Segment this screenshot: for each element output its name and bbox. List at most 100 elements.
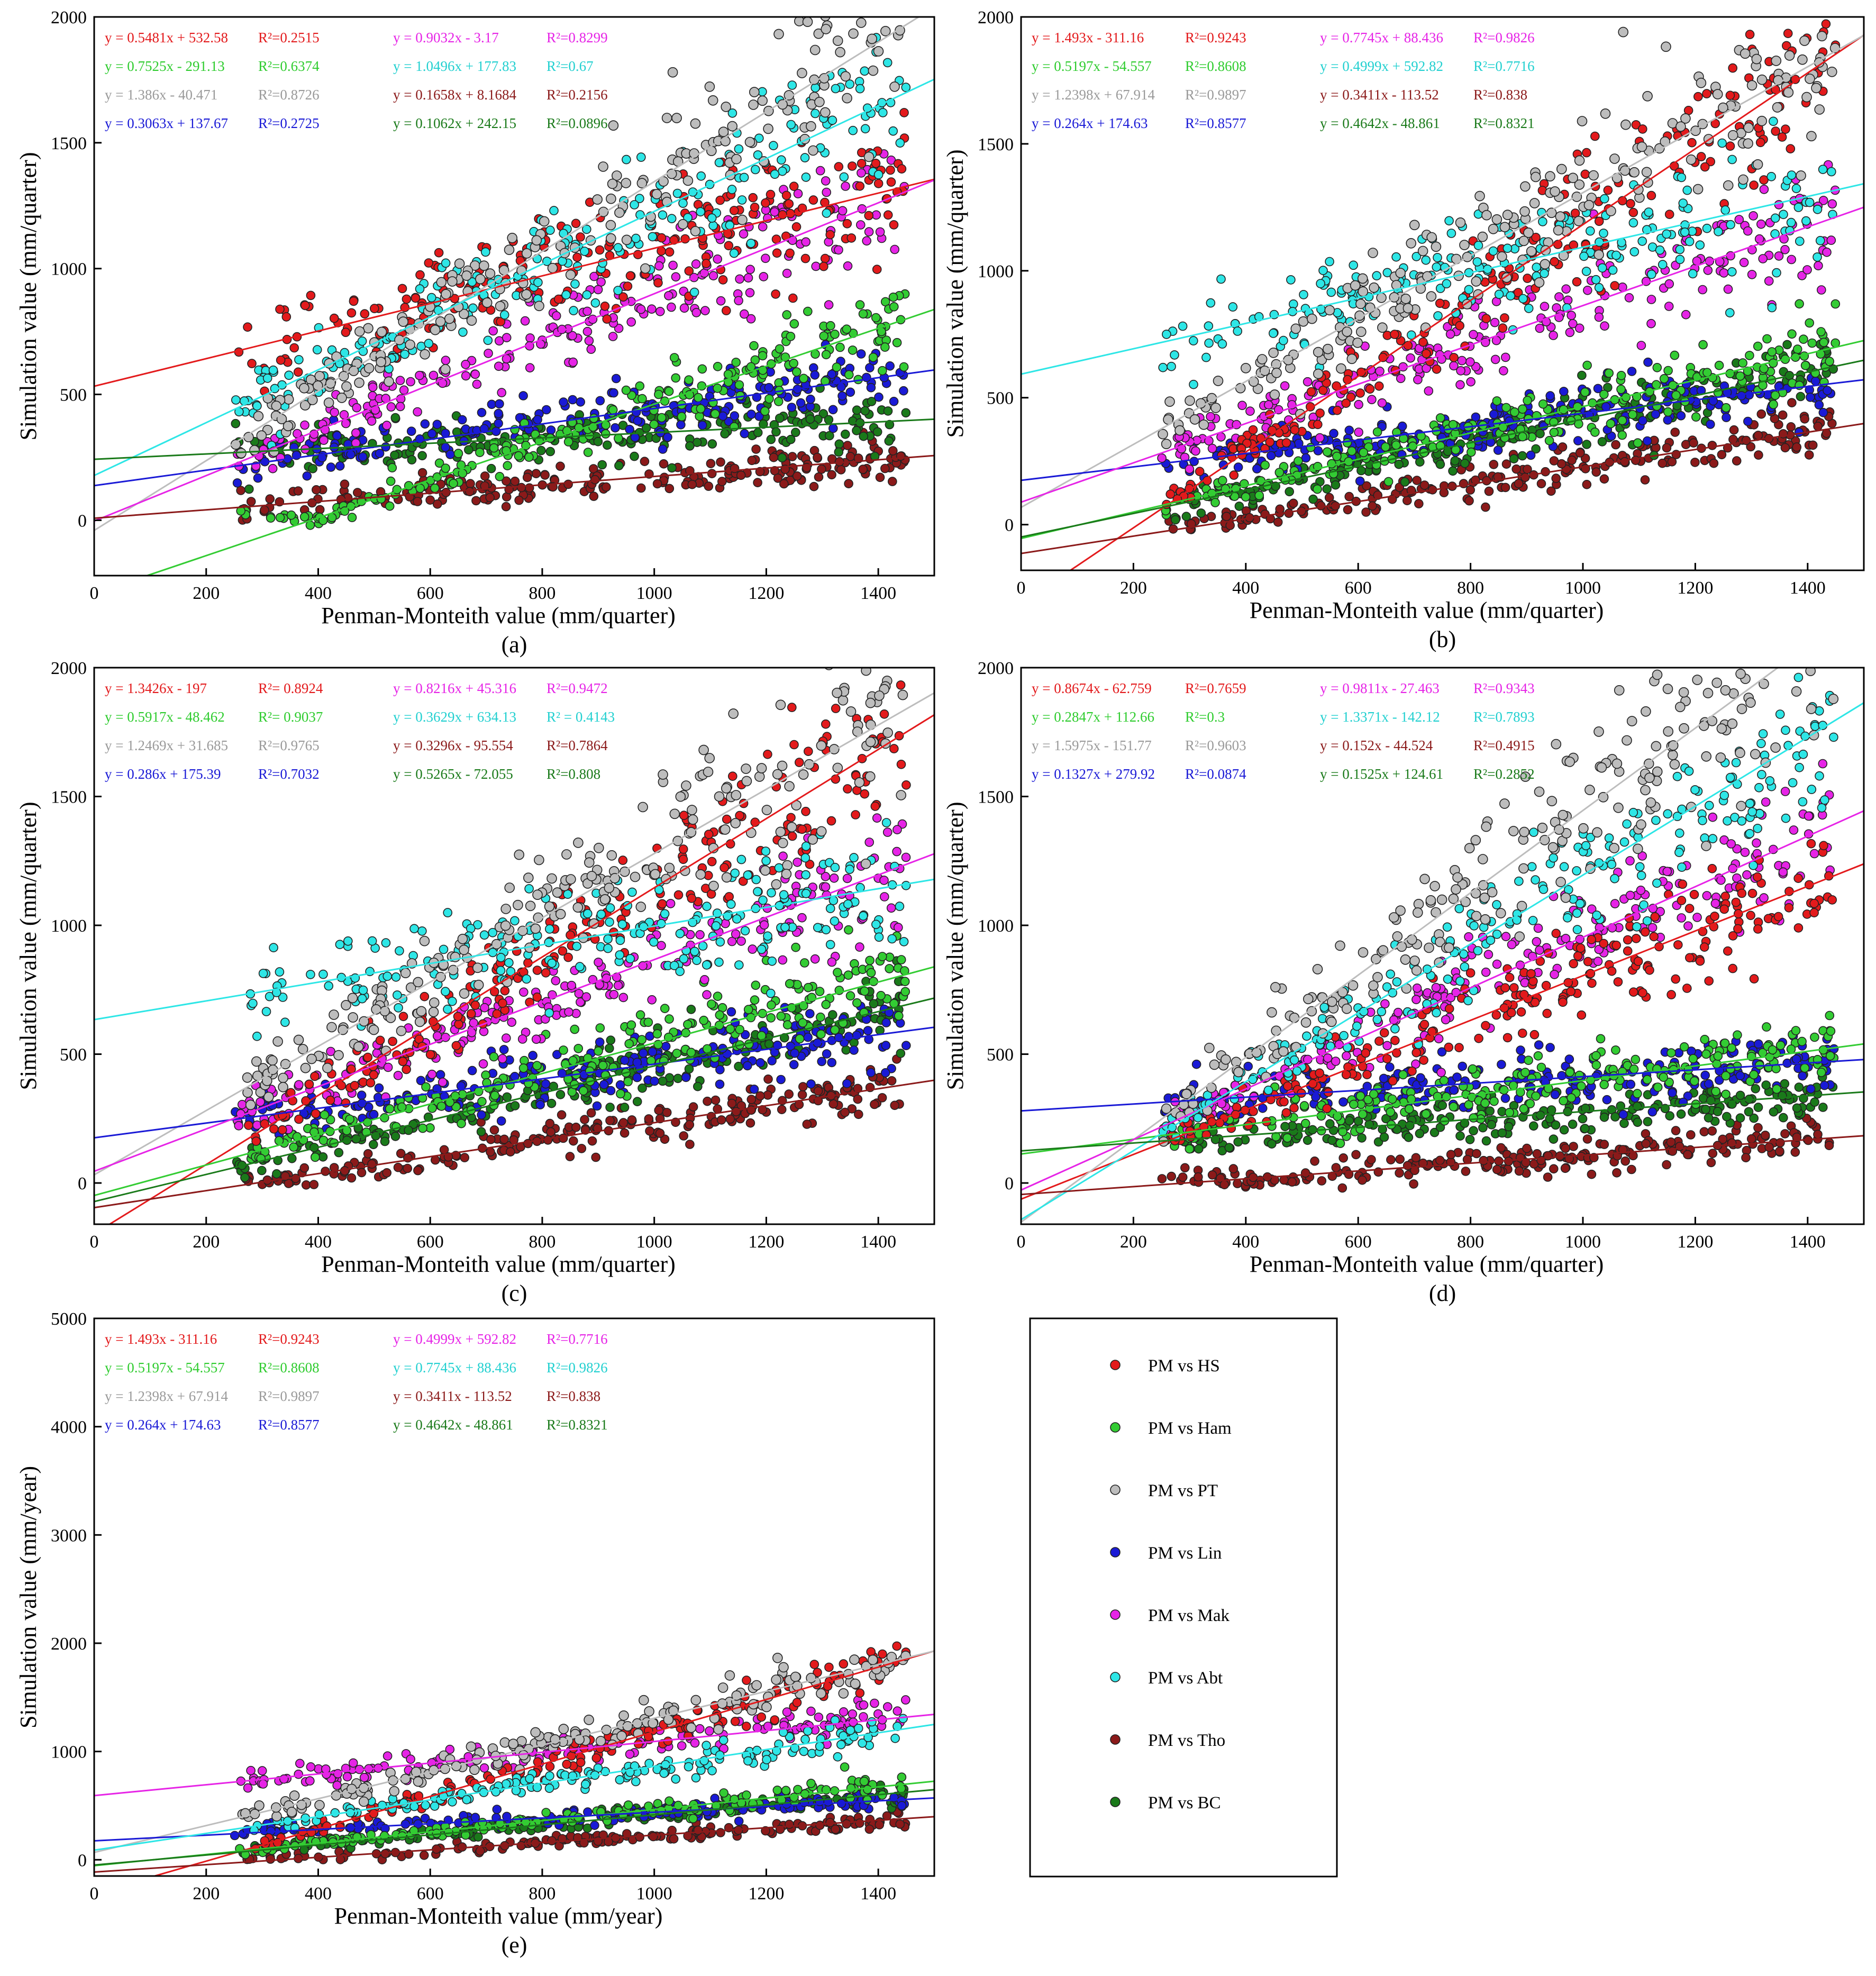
data-point-abt [1795, 236, 1805, 246]
data-point-mak [1457, 356, 1467, 366]
data-point-ham [385, 1104, 395, 1114]
data-point-tho [1558, 442, 1568, 452]
data-point-abt [1167, 361, 1176, 371]
data-point-tho [1728, 434, 1738, 444]
data-point-abt [753, 150, 763, 160]
data-point-pt [1198, 419, 1209, 430]
data-point-pt [1395, 268, 1406, 278]
data-point-bc [547, 1098, 557, 1108]
data-point-tho [707, 469, 717, 479]
data-point-abt [630, 200, 639, 210]
data-point-tho [396, 1149, 406, 1159]
data-point-pt [485, 268, 496, 279]
data-point-tho [1689, 438, 1698, 448]
equation-tho: y = 0.1658x + 8.1684 [393, 87, 516, 103]
data-point-abt [1586, 226, 1595, 236]
data-point-hs [1693, 92, 1703, 102]
data-point-lin [1706, 420, 1715, 429]
data-point-tho [716, 1115, 726, 1125]
data-point-ham [686, 1048, 696, 1058]
data-point-mak [551, 976, 561, 986]
chart-panel-2: 0 200 400 600 800 1000 1200 1400050010001500200… [15, 659, 935, 1306]
equation-abt: y = 1.0496x + 177.83 [393, 58, 516, 74]
data-point-lin [1471, 412, 1481, 422]
data-point-pt [1185, 395, 1195, 406]
data-point-abt [860, 124, 870, 134]
data-point-pt [868, 65, 879, 76]
data-point-lin [595, 1037, 605, 1047]
data-point-bc [852, 405, 862, 415]
data-point-pt [744, 136, 755, 148]
data-point-lin [1744, 390, 1754, 400]
data-point-tho [485, 493, 495, 503]
panel-label: (b) [1429, 626, 1456, 652]
data-point-abt [400, 349, 409, 359]
data-point-bc [869, 999, 879, 1008]
data-point-hs [1481, 314, 1491, 324]
data-point-abt [1815, 235, 1825, 245]
data-point-abt [1286, 275, 1296, 285]
data-point-mak [1424, 386, 1434, 396]
data-point-abt [1591, 275, 1601, 285]
data-point-mak [608, 332, 618, 341]
data-point-pt [749, 87, 760, 97]
data-point-pt [1499, 222, 1510, 233]
data-point-mak [488, 326, 498, 336]
data-point-pt [731, 153, 742, 165]
data-point-lin [885, 361, 895, 371]
data-point-mak [589, 271, 599, 281]
data-point-ham [785, 979, 795, 989]
data-point-tho [1546, 486, 1556, 496]
data-point-ham [760, 406, 770, 416]
data-point-tho [505, 1147, 515, 1157]
data-point-pt [1568, 172, 1578, 184]
data-point-tho [798, 1082, 808, 1091]
data-point-ham [803, 982, 813, 992]
data-point-ham [503, 461, 513, 471]
r2-hs: R²=0.9243 [1185, 30, 1246, 45]
data-point-lin [1493, 445, 1503, 455]
data-point-mak [1574, 323, 1584, 333]
data-point-bc [884, 436, 894, 446]
data-point-hs [1229, 470, 1239, 480]
data-point-abt [1299, 290, 1308, 299]
data-point-mak [415, 370, 424, 380]
data-point-lin [810, 370, 819, 380]
fit-line-abt [1021, 183, 1864, 375]
data-point-pt [867, 33, 877, 44]
data-point-tho [1471, 475, 1480, 485]
data-point-abt [737, 195, 747, 205]
data-point-mak [1561, 284, 1571, 294]
data-point-lin [477, 407, 487, 417]
data-point-pt [1519, 206, 1530, 217]
data-point-hs [1725, 90, 1735, 101]
data-point-hs [398, 1012, 408, 1022]
data-point-pt [1336, 363, 1346, 374]
data-point-pt [531, 235, 542, 246]
data-point-hs [772, 248, 782, 258]
data-point-pt [1727, 130, 1738, 141]
data-point-abt [1695, 240, 1705, 250]
data-point-mak [793, 858, 802, 867]
data-point-abt [1349, 260, 1358, 270]
data-point-mak [1756, 219, 1766, 229]
data-point-hs [684, 266, 694, 276]
data-point-mak [520, 316, 530, 326]
data-point-bc [620, 1103, 630, 1112]
data-point-hs [1248, 425, 1258, 435]
data-point-pt [521, 289, 532, 300]
data-point-ham [750, 995, 760, 1005]
data-point-abt [1680, 227, 1690, 237]
data-point-hs [1365, 384, 1375, 394]
data-point-hs [873, 179, 884, 188]
data-point-ham [1260, 460, 1270, 470]
data-point-bc [1400, 477, 1410, 487]
data-point-abt [1411, 252, 1422, 261]
data-point-hs [1628, 207, 1638, 217]
data-point-mak [1466, 377, 1476, 387]
data-point-abt [901, 83, 911, 92]
data-point-lin [375, 449, 385, 458]
data-point-hs [1821, 19, 1831, 29]
x-tick-label: 800 [1457, 578, 1484, 598]
data-point-pt [376, 357, 387, 368]
